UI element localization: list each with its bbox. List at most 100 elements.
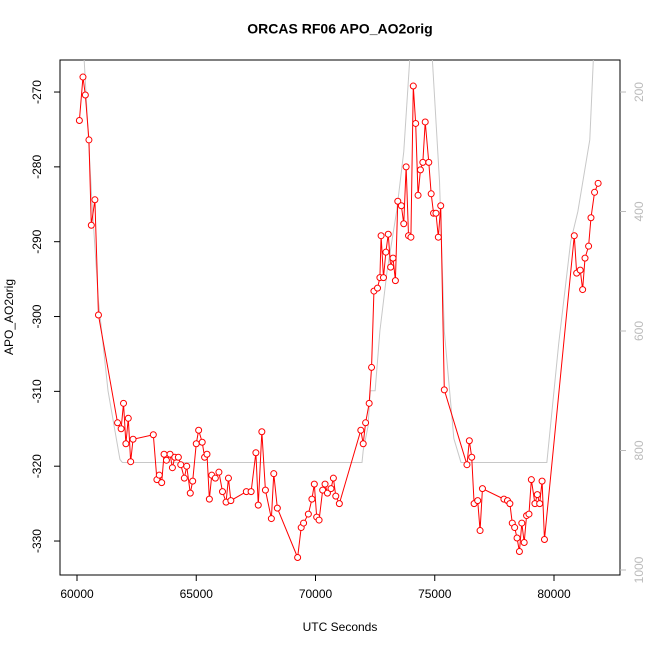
data-point — [300, 519, 308, 527]
data-point — [416, 166, 424, 174]
data-point — [81, 91, 89, 99]
data-point — [127, 458, 135, 466]
data-point — [387, 263, 395, 271]
y2-tick-label: 600 — [632, 321, 646, 341]
data-point — [205, 495, 213, 503]
data-point — [365, 399, 373, 407]
data-point — [94, 311, 102, 319]
data-point — [506, 500, 514, 508]
data-point — [192, 440, 200, 448]
data-point — [149, 431, 157, 439]
y2-tick-label: 800 — [632, 440, 646, 460]
data-point — [579, 286, 587, 294]
y-tick-label: -280 — [30, 155, 44, 179]
series-line — [78, 76, 599, 560]
y2-tick-label: 1000 — [632, 556, 646, 583]
x-tick-label: 65000 — [180, 587, 214, 601]
data-point — [525, 510, 533, 518]
data-point — [183, 462, 191, 470]
series-line — [83, 60, 594, 463]
data-point — [440, 386, 448, 394]
data-point — [177, 461, 185, 469]
data-point — [261, 486, 269, 494]
data-point — [474, 497, 482, 505]
data-point — [155, 471, 163, 479]
x-tick-label: 75000 — [418, 587, 452, 601]
data-point — [252, 449, 260, 457]
data-point — [321, 480, 329, 488]
y-tick-label: -320 — [30, 454, 44, 478]
data-point — [335, 500, 343, 508]
y-tick-label: -300 — [30, 304, 44, 328]
data-point — [332, 492, 340, 500]
data-point — [511, 524, 519, 532]
y-tick-label: -310 — [30, 379, 44, 403]
x-tick-label: 80000 — [537, 587, 571, 601]
y2-tick-label: 400 — [632, 201, 646, 221]
data-point — [270, 470, 278, 478]
data-point — [315, 516, 323, 524]
data-point — [379, 274, 387, 282]
plot-area — [75, 60, 602, 561]
data-point — [414, 191, 422, 199]
data-point — [478, 485, 486, 493]
y-tick-label: -270 — [30, 80, 44, 104]
data-point — [160, 450, 168, 458]
data-point — [174, 453, 182, 461]
data-point — [384, 230, 392, 238]
data-point — [434, 233, 442, 241]
data-point — [591, 188, 599, 196]
data-point — [362, 419, 370, 427]
data-point — [308, 495, 316, 503]
data-point — [75, 116, 83, 124]
data-point — [329, 474, 337, 482]
data-point — [382, 248, 390, 256]
data-point — [211, 474, 219, 482]
data-point — [527, 476, 535, 484]
x-axis-label: UTC Seconds — [303, 620, 378, 634]
data-point — [114, 419, 122, 427]
y-axis-label: APO_AO2orig — [2, 279, 16, 355]
data-point — [374, 284, 382, 292]
data-point — [258, 428, 266, 436]
data-point — [87, 221, 95, 229]
data-point — [162, 456, 170, 464]
data-point — [168, 464, 176, 472]
data-point — [419, 158, 427, 166]
data-point — [273, 504, 281, 512]
data-point — [538, 477, 546, 485]
data-point — [394, 197, 402, 205]
data-point — [400, 220, 408, 228]
data-point — [570, 232, 578, 240]
data-point — [310, 480, 318, 488]
data-point — [224, 474, 232, 482]
data-point — [377, 232, 385, 240]
data-point — [432, 209, 440, 217]
data-point — [476, 527, 484, 535]
data-point — [536, 500, 544, 508]
data-point — [513, 534, 521, 542]
data-point — [195, 426, 203, 434]
data-point — [465, 437, 473, 445]
plot-box — [59, 59, 621, 576]
data-point — [540, 536, 548, 544]
data-point — [585, 242, 593, 250]
data-point — [227, 497, 235, 505]
data-point — [124, 414, 132, 422]
data-point — [79, 73, 87, 81]
data-point — [158, 479, 166, 487]
data-point — [389, 254, 397, 262]
data-point — [594, 179, 602, 187]
data-point — [468, 453, 476, 461]
y-tick-label: -330 — [30, 529, 44, 553]
data-point — [437, 202, 445, 210]
data-point — [397, 202, 405, 210]
data-point — [576, 266, 584, 274]
data-point — [85, 136, 93, 144]
y2-tick-label: 200 — [632, 82, 646, 102]
data-point — [267, 515, 275, 523]
data-point — [304, 510, 312, 518]
y-tick-label: -290 — [30, 229, 44, 253]
data-point — [215, 468, 223, 476]
